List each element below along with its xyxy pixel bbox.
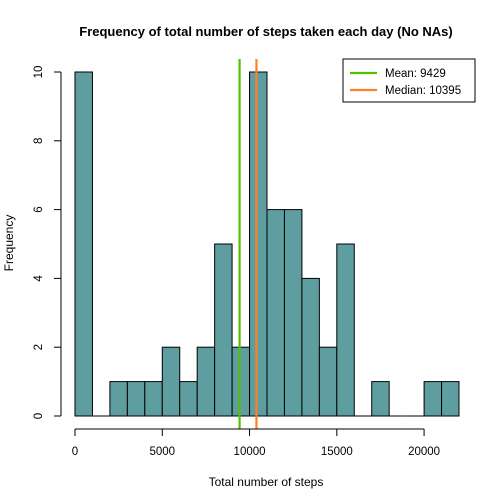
y-tick-label: 10 [33, 66, 45, 79]
bars-group [74, 71, 460, 417]
y-tick-label: 0 [33, 413, 45, 419]
histogram-bar [161, 346, 181, 417]
histogram-bar [441, 381, 460, 417]
reference-lines [238, 59, 258, 429]
x-axis: 0 5000 10000 15000 20000 [72, 428, 440, 458]
legend-box [342, 58, 476, 103]
histogram-bar [179, 381, 198, 417]
x-tick-label: 5000 [149, 446, 175, 458]
histogram-bar [266, 209, 285, 417]
histogram-bar [249, 71, 268, 417]
histogram-bar [196, 346, 216, 417]
chart-title: Frequency of total number of steps taken… [79, 24, 452, 39]
y-axis: 0 2 4 6 8 10 [33, 66, 62, 419]
histogram-bar [336, 243, 355, 417]
histogram-bar [318, 346, 338, 417]
histogram-bar [214, 243, 233, 417]
y-tick-label: 4 [33, 275, 45, 282]
histogram-bar [371, 381, 390, 417]
histogram-bar [109, 381, 128, 417]
legend-mean-label: Mean: 9429 [385, 68, 446, 80]
x-tick-label: 0 [72, 446, 78, 458]
y-axis-label: Frequency [2, 215, 16, 272]
legend-median-label: Median: 10395 [385, 85, 461, 97]
histogram-bar [74, 71, 93, 417]
x-axis-label: Total number of steps [209, 475, 324, 489]
histogram-bar [423, 381, 443, 417]
histogram-bar [126, 381, 146, 417]
histogram-bar [144, 381, 163, 417]
x-tick-label: 20000 [408, 446, 440, 458]
histogram-bar [301, 277, 320, 417]
y-tick-label: 2 [33, 344, 45, 350]
y-tick-label: 8 [33, 138, 45, 144]
x-tick-label: 10000 [234, 446, 266, 458]
x-tick-label: 15000 [321, 446, 353, 458]
legend: Mean: 9429 Median: 10395 [342, 58, 476, 103]
y-tick-label: 6 [33, 206, 45, 212]
histogram-bar [231, 346, 251, 417]
histogram-bar [283, 209, 303, 417]
